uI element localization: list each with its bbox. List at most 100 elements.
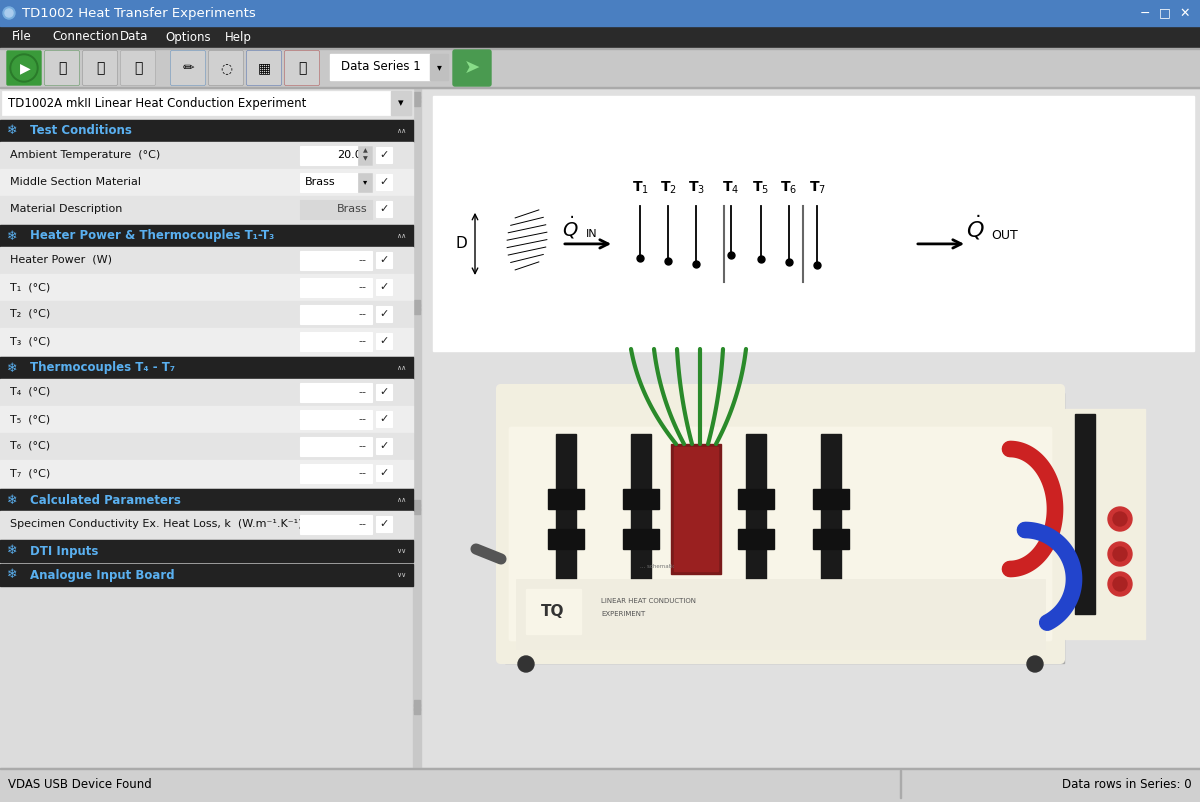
Bar [376, 384, 392, 400]
FancyBboxPatch shape [46, 51, 79, 85]
Bar [0, 142, 413, 169]
FancyBboxPatch shape [209, 51, 242, 85]
Text: Analogue Input Board: Analogue Input Board [30, 569, 175, 581]
Text: 📈: 📈 [298, 61, 306, 75]
FancyBboxPatch shape [509, 427, 1052, 641]
Text: Data Series 1: Data Series 1 [341, 60, 421, 74]
Circle shape [1027, 656, 1043, 672]
Circle shape [10, 54, 38, 82]
FancyBboxPatch shape [247, 51, 281, 85]
Text: T$_6$: T$_6$ [780, 180, 798, 196]
Text: 📂: 📂 [58, 61, 66, 75]
Bar [300, 515, 372, 534]
Text: ❄: ❄ [7, 493, 17, 507]
Bar [556, 434, 576, 599]
Text: TD1002A mkII Linear Heat Conduction Experiment: TD1002A mkII Linear Heat Conduction Expe… [8, 96, 306, 110]
Text: --: -- [358, 468, 366, 478]
Bar [0, 768, 1200, 802]
Bar [0, 379, 413, 406]
Text: Help: Help [226, 30, 252, 43]
Bar [300, 332, 372, 351]
Text: TD1002 Heat Transfer Experiments: TD1002 Heat Transfer Experiments [22, 6, 256, 19]
FancyBboxPatch shape [121, 51, 155, 85]
Bar [746, 434, 766, 599]
Bar [414, 300, 420, 306]
Text: ✕: ✕ [1180, 6, 1190, 19]
Text: $\dot{Q}$: $\dot{Q}$ [966, 213, 984, 242]
Text: TQ: TQ [541, 605, 565, 619]
Text: ∧∧: ∧∧ [396, 365, 406, 371]
Bar [300, 146, 372, 165]
Bar [505, 393, 1064, 663]
Text: ✓: ✓ [379, 150, 389, 160]
Text: ▦: ▦ [258, 61, 270, 75]
Circle shape [1108, 542, 1132, 566]
Text: LINEAR HEAT CONDUCTION: LINEAR HEAT CONDUCTION [601, 598, 696, 604]
Text: ▲: ▲ [362, 148, 367, 153]
FancyBboxPatch shape [286, 51, 319, 85]
Text: Middle Section Material: Middle Section Material [10, 177, 142, 187]
Bar [414, 500, 420, 506]
Circle shape [2, 7, 14, 19]
Text: Calculated Parameters: Calculated Parameters [30, 493, 181, 507]
Text: ✓: ✓ [379, 255, 389, 265]
Bar [526, 589, 581, 634]
FancyBboxPatch shape [172, 51, 205, 85]
Bar [300, 173, 372, 192]
Bar [0, 433, 413, 460]
Text: Heater Power  (W): Heater Power (W) [10, 255, 112, 265]
Text: T₁  (°C): T₁ (°C) [10, 282, 50, 292]
Bar [616, 206, 911, 282]
Text: --: -- [358, 309, 366, 319]
Bar [300, 305, 372, 324]
Bar [414, 708, 420, 714]
Bar [376, 333, 392, 349]
Bar [0, 540, 413, 562]
Bar [414, 700, 420, 706]
Bar [358, 146, 372, 165]
Bar [358, 173, 372, 192]
Bar [814, 529, 850, 549]
Text: Ambient Temperature  (°C): Ambient Temperature (°C) [10, 150, 161, 160]
Text: T$_3$: T$_3$ [688, 180, 704, 196]
Bar [0, 460, 413, 487]
Bar [414, 508, 420, 514]
Bar [623, 529, 659, 549]
Text: DTI Inputs: DTI Inputs [30, 545, 98, 557]
Bar [414, 704, 420, 710]
Text: ✓: ✓ [379, 282, 389, 292]
Bar [0, 301, 413, 328]
Bar [516, 579, 1045, 649]
Text: 💾: 💾 [96, 61, 104, 75]
Text: T$_7$: T$_7$ [809, 180, 826, 196]
Bar [0, 489, 413, 511]
Text: ❄: ❄ [7, 569, 17, 581]
Text: ❄: ❄ [7, 545, 17, 557]
Bar [376, 279, 392, 295]
Text: ▼: ▼ [362, 156, 367, 161]
Text: $\dot{Q}$: $\dot{Q}$ [562, 215, 578, 241]
Text: ✓: ✓ [379, 387, 389, 397]
FancyBboxPatch shape [83, 51, 118, 85]
Bar [433, 96, 1194, 351]
Text: T₇  (°C): T₇ (°C) [10, 468, 50, 478]
Text: □: □ [1159, 6, 1171, 19]
Text: Connection: Connection [52, 30, 119, 43]
Bar [330, 54, 430, 80]
Text: T₂  (°C): T₂ (°C) [10, 309, 50, 319]
FancyBboxPatch shape [454, 50, 491, 86]
Bar [376, 411, 392, 427]
Text: Test Conditions: Test Conditions [30, 124, 132, 137]
Bar [631, 434, 650, 599]
FancyBboxPatch shape [46, 51, 79, 85]
Bar [821, 434, 841, 599]
Text: Data: Data [120, 30, 149, 43]
Text: T$_5$: T$_5$ [752, 180, 769, 196]
Bar [376, 147, 392, 163]
Text: ▾: ▾ [398, 98, 404, 108]
Text: Material Description: Material Description [10, 204, 122, 214]
Text: ✓: ✓ [379, 468, 389, 478]
Circle shape [1108, 507, 1132, 531]
Text: D: D [455, 237, 467, 251]
Text: --: -- [358, 387, 366, 397]
